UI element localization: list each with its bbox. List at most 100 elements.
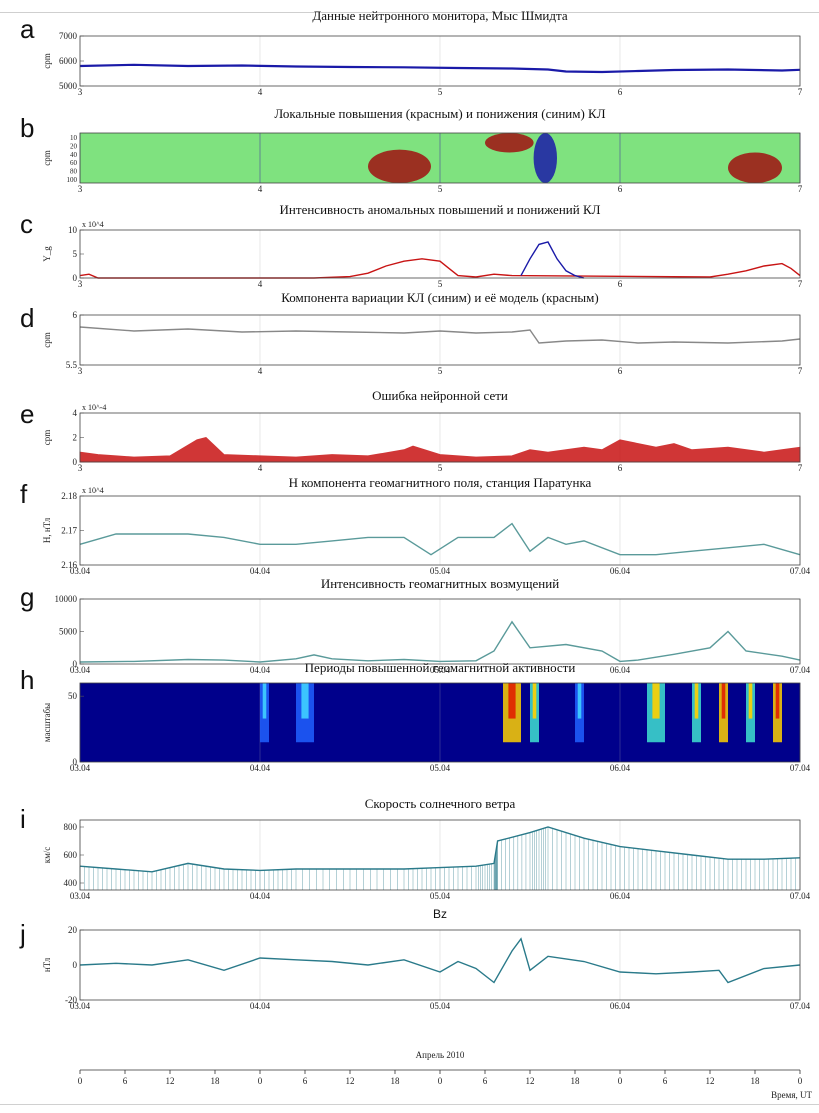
y-axis-label-a: cpm — [42, 53, 52, 69]
y-axis-label-j: нТл — [42, 957, 52, 972]
x-tick-label-b: 6 — [618, 184, 623, 194]
x-tick-label-i: 05.04 — [430, 891, 451, 901]
y-tick-label-c: 5 — [73, 249, 78, 259]
hour-tick-label: 0 — [258, 1076, 263, 1086]
y-tick-label-g: 0 — [73, 659, 78, 669]
panel-h: h Периоды повышенной геомагнитной активно… — [20, 660, 811, 773]
x-tick-label-e: 5 — [438, 463, 443, 473]
y-multiplier-e: x 10^-4 — [82, 403, 106, 412]
y-tick-label-j: 20 — [68, 925, 78, 935]
y-tick-label-i: 400 — [64, 878, 78, 888]
x-tick-label-e: 7 — [798, 463, 803, 473]
y-axis-label-f: H, нТл — [42, 517, 52, 543]
y-tick-label-e: 4 — [73, 408, 78, 418]
y-tick-label-b: 80 — [70, 168, 78, 176]
series-line-d — [79, 326, 801, 344]
y-multiplier-c: x 10^4 — [82, 220, 104, 229]
x-tick-label-h: 05.04 — [430, 763, 451, 773]
y-tick-label-j: -20 — [65, 995, 77, 1005]
x-tick-label-i: 04.04 — [250, 891, 271, 901]
x-tick-label-g: 05.04 — [430, 665, 451, 675]
hour-tick-label: 0 — [438, 1076, 443, 1086]
heatmap-region-decrease — [533, 133, 557, 183]
heatmap-burst-core — [262, 683, 267, 719]
x-tick-label-f: 05.04 — [430, 566, 451, 576]
panel-letter-i: i — [20, 804, 26, 834]
x-axis-month-label: Апрель 2010 — [416, 1050, 465, 1060]
bottom-border — [0, 1104, 819, 1105]
series-line-a — [79, 63, 801, 74]
x-tick-label-f: 07.04 — [790, 566, 811, 576]
y-tick-label-e: 0 — [73, 457, 78, 467]
y-tick-label-f: 2.17 — [61, 526, 77, 536]
y-tick-label-g: 5000 — [59, 627, 78, 637]
y-tick-label-h: 50 — [68, 691, 78, 701]
x-tick-label-f: 04.04 — [250, 566, 271, 576]
heatmap-burst-core — [532, 683, 537, 719]
hour-tick-label: 6 — [483, 1076, 488, 1086]
y-tick-label-i: 600 — [64, 850, 78, 860]
hour-axis: 0 6 12 18 0 6 12 18 0 6 12 18 0 6 12 18 0 Апрель 2010 Врем… — [78, 1050, 813, 1100]
x-tick-label-g: 06.04 — [610, 665, 631, 675]
x-tick-label-b: 7 — [798, 184, 803, 194]
x-axis-time-label: Время, UT — [771, 1090, 812, 1100]
hour-tick-label: 12 — [346, 1076, 355, 1086]
hour-tick-label: 12 — [526, 1076, 535, 1086]
x-tick-label-e: 4 — [258, 463, 263, 473]
y-tick-label-e: 2 — [73, 433, 78, 443]
x-tick-label-j: 06.04 — [610, 1001, 631, 1011]
panel-title-j: Bz — [433, 907, 447, 921]
x-tick-label-j: 07.04 — [790, 1001, 811, 1011]
hour-tick-label: 18 — [571, 1076, 581, 1086]
x-tick-label-f: 03.04 — [70, 566, 91, 576]
panel-title-f: H компонента геомагнитного поля, станция… — [289, 475, 592, 490]
y-tick-label-b: 100 — [67, 176, 78, 184]
y-tick-label-a: 6000 — [59, 56, 78, 66]
panel-letter-a: a — [20, 14, 35, 44]
panel-title-a: Данные нейтронного монитора, Мыс Шмидта — [312, 8, 567, 23]
y-axis-label-h: масштабы — [42, 703, 52, 742]
heatmap-region-increase — [485, 133, 534, 153]
y-tick-label-j: 0 — [73, 960, 78, 970]
y-axis-label-e: cpm — [42, 430, 52, 446]
x-tick-label-c: 4 — [258, 279, 263, 289]
y-tick-label-a: 5000 — [59, 81, 78, 91]
x-tick-label-a: 4 — [258, 87, 263, 97]
y-tick-label-b: 20 — [70, 142, 78, 150]
x-tick-label-g: 03.04 — [70, 665, 91, 675]
hour-tick-label: 6 — [663, 1076, 668, 1086]
plot-frame-f — [79, 495, 801, 566]
x-tick-label-c: 5 — [438, 279, 443, 289]
hour-tick-label: 0 — [78, 1076, 83, 1086]
panel-title-g: Интенсивность геомагнитных возмущений — [321, 576, 559, 591]
x-tick-label-c: 7 — [798, 279, 803, 289]
x-tick-label-c: 3 — [78, 279, 83, 289]
heatmap-burst-core — [652, 683, 660, 719]
x-tick-label-b: 5 — [438, 184, 443, 194]
y-tick-label-f: 2.18 — [61, 491, 77, 501]
panel-letter-h: h — [20, 665, 34, 695]
plot-frame-b — [79, 132, 801, 184]
panel-c: c Интенсивность аномальных повышений и по… — [20, 202, 803, 289]
x-tick-label-i: 07.04 — [790, 891, 811, 901]
x-tick-label-a: 6 — [618, 87, 623, 97]
plot-frame-c — [79, 229, 801, 279]
hour-tick-label: 12 — [706, 1076, 715, 1086]
x-tick-label-e: 3 — [78, 463, 83, 473]
series-line-c — [79, 258, 801, 279]
panel-title-i: Скорость солнечного ветра — [365, 796, 516, 811]
plot-frame-i — [79, 819, 801, 891]
panel-letter-j: j — [19, 919, 26, 949]
x-tick-label-c: 6 — [618, 279, 623, 289]
x-tick-label-a: 7 — [798, 87, 803, 97]
panel-title-e: Ошибка нейронной сети — [372, 388, 508, 403]
y-tick-label-f: 2.16 — [61, 560, 77, 570]
y-tick-label-c: 10 — [68, 225, 78, 235]
plot-frame-j — [79, 929, 801, 1001]
y-tick-label-c: 0 — [73, 273, 78, 283]
x-tick-label-d: 4 — [258, 366, 263, 376]
x-tick-label-e: 6 — [618, 463, 623, 473]
y-tick-label-g: 10000 — [55, 594, 78, 604]
plot-frame-d — [79, 314, 801, 366]
panel-b: b Локальные повышения (красным) и понижен… — [20, 106, 803, 194]
